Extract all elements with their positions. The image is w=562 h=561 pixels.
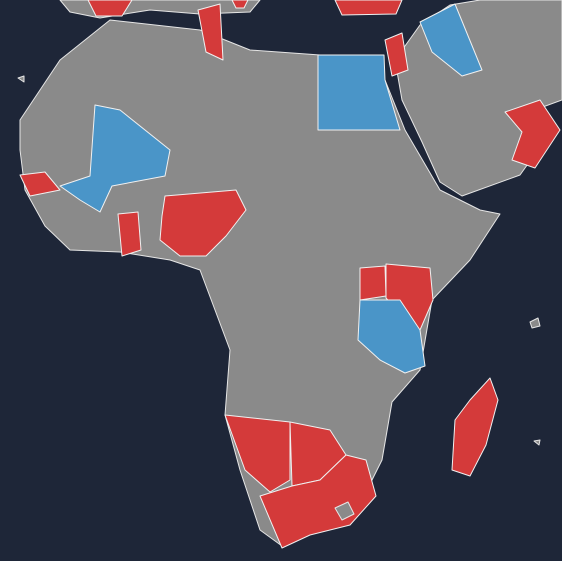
country-highlight-red bbox=[19, 171, 61, 197]
country-highlight-red bbox=[231, 0, 249, 9]
country-highlight-blue bbox=[357, 299, 426, 374]
country-highlight-red bbox=[504, 99, 561, 169]
island bbox=[529, 317, 541, 329]
country-highlight-red bbox=[259, 454, 377, 549]
island bbox=[17, 75, 25, 83]
country-highlight-red bbox=[159, 189, 247, 257]
country-highlight-red bbox=[87, 0, 133, 17]
country-highlight-blue bbox=[317, 54, 401, 131]
country-highlight-red bbox=[197, 3, 224, 61]
country-highlight-red bbox=[224, 414, 291, 493]
country-highlight-blue bbox=[59, 104, 171, 213]
country-highlight-red bbox=[451, 377, 499, 477]
country-highlight-red bbox=[359, 265, 387, 301]
country-highlight-red bbox=[117, 211, 142, 257]
country-highlight-red bbox=[384, 32, 409, 77]
island bbox=[533, 439, 541, 446]
enclave bbox=[334, 501, 355, 521]
country-highlight-blue bbox=[419, 3, 483, 77]
country-highlight-red bbox=[334, 0, 403, 16]
